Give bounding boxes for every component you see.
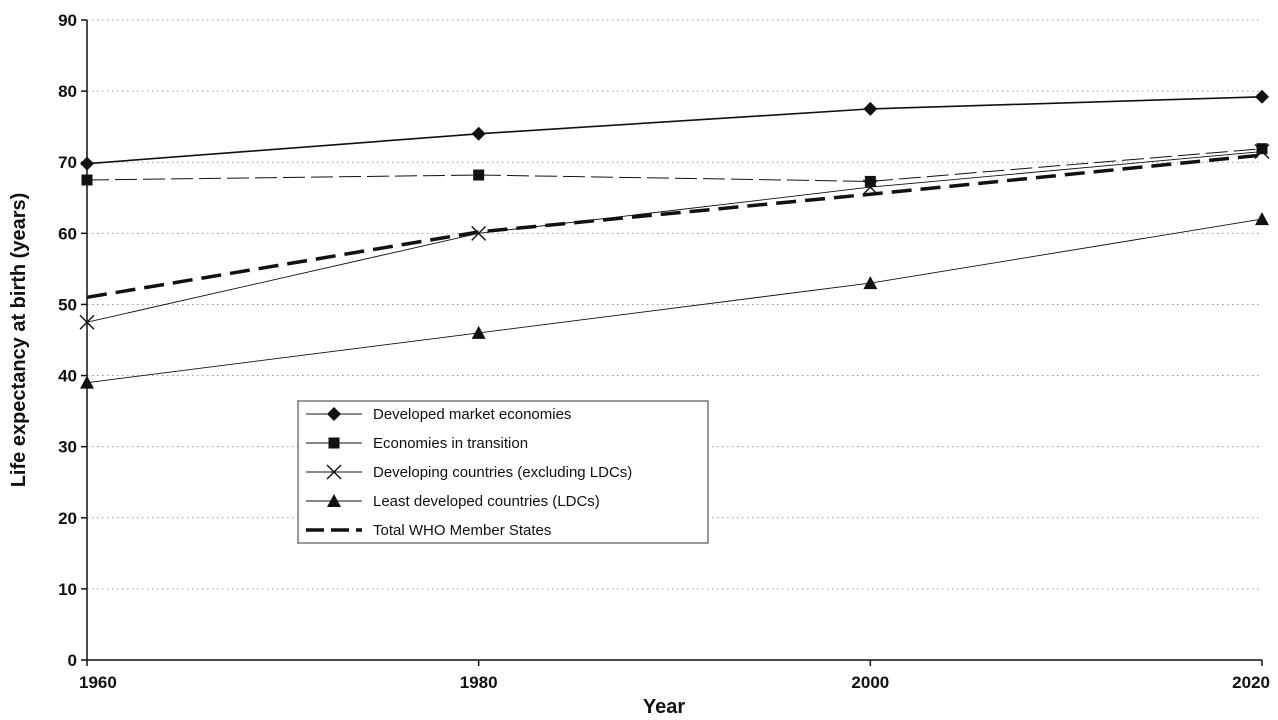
data-point bbox=[79, 314, 95, 330]
legend-item: Developed market economies bbox=[306, 406, 571, 423]
y-tick-label: 80 bbox=[58, 82, 77, 101]
x-tick-label: 1960 bbox=[79, 673, 117, 692]
series-line bbox=[86, 96, 1263, 165]
series-line bbox=[86, 148, 1263, 182]
data-point bbox=[473, 169, 485, 181]
x-tick-label: 2020 bbox=[1232, 673, 1270, 692]
series-group bbox=[80, 89, 1269, 171]
data-point bbox=[863, 276, 878, 290]
y-tick-label: 50 bbox=[58, 295, 77, 314]
data-point bbox=[862, 179, 878, 195]
legend-marker bbox=[326, 464, 342, 480]
legend-item: Least developed countries (LDCs) bbox=[306, 493, 600, 510]
data-point bbox=[471, 325, 486, 339]
data-point bbox=[1255, 89, 1269, 104]
data-point bbox=[864, 175, 876, 187]
legend-label: Economies in transition bbox=[373, 435, 528, 452]
legend-marker bbox=[328, 437, 340, 449]
legend-item: Total WHO Member States bbox=[306, 522, 551, 539]
series-group bbox=[80, 212, 1269, 389]
y-axis-ticks: 0 10 20 30 40 50 60 70 80 90 bbox=[58, 11, 87, 670]
x-axis-ticks: 1960 1980 2000 2020 bbox=[79, 660, 1270, 692]
y-tick-label: 70 bbox=[58, 153, 77, 172]
data-point bbox=[1256, 143, 1268, 155]
legend-box bbox=[297, 400, 709, 544]
data-point bbox=[1255, 212, 1269, 226]
y-tick-label: 40 bbox=[58, 367, 77, 386]
y-tick-label: 60 bbox=[58, 224, 77, 243]
legend-label: Developed market economies bbox=[373, 406, 571, 423]
series-group bbox=[79, 144, 1270, 330]
y-tick-label: 30 bbox=[58, 438, 77, 457]
grid-lines bbox=[87, 19, 1262, 590]
series-line bbox=[86, 218, 1263, 384]
legend-marker bbox=[327, 494, 341, 507]
legend-label: Total WHO Member States bbox=[373, 522, 551, 539]
data-point bbox=[81, 174, 93, 186]
legend: Developed market economies Economies in t… bbox=[297, 400, 709, 544]
data-point bbox=[863, 101, 878, 116]
data-point bbox=[80, 156, 94, 171]
y-tick-label: 90 bbox=[58, 11, 77, 30]
series-line bbox=[86, 151, 1263, 323]
series-group bbox=[81, 143, 1268, 187]
y-tick-label: 10 bbox=[58, 580, 77, 599]
x-axis-title: Year bbox=[643, 696, 685, 718]
series-line bbox=[86, 153, 1263, 300]
legend-item: Developing countries (excluding LDCs) bbox=[306, 464, 632, 481]
legend-marker bbox=[327, 407, 341, 421]
data-point bbox=[80, 375, 94, 389]
y-tick-label: 20 bbox=[58, 509, 77, 528]
legend-label: Least developed countries (LDCs) bbox=[373, 493, 600, 510]
legend-item: Economies in transition bbox=[306, 435, 528, 452]
x-tick-label: 1980 bbox=[460, 673, 498, 692]
x-tick-label: 2000 bbox=[851, 673, 889, 692]
y-axis-title: Life expectancy at birth (years) bbox=[8, 193, 30, 488]
series-group bbox=[86, 153, 1263, 300]
y-tick-label: 0 bbox=[68, 651, 77, 670]
series-layer bbox=[79, 89, 1270, 389]
legend-label: Developing countries (excluding LDCs) bbox=[373, 464, 632, 481]
data-point bbox=[471, 126, 486, 141]
